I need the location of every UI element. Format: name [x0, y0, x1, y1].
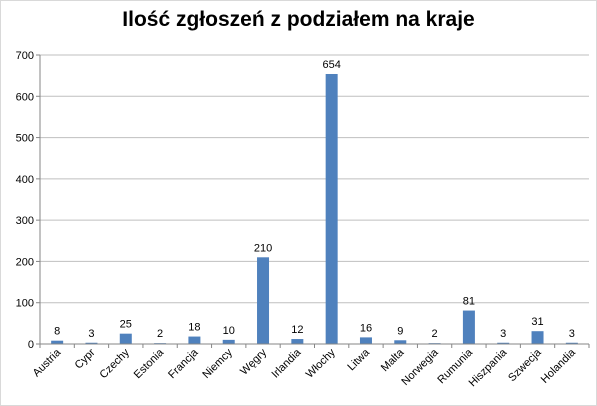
x-tick-label: Estonia — [132, 346, 167, 381]
y-tick-label: 100 — [16, 298, 34, 310]
bar-szwecja — [531, 331, 544, 344]
y-tick-label: 500 — [16, 133, 34, 145]
bar-cypr — [85, 342, 98, 344]
x-tick-label: Włochy — [304, 346, 338, 380]
data-label: 2 — [432, 328, 438, 340]
bar-holandia — [565, 342, 578, 344]
data-label: 25 — [120, 319, 132, 331]
x-tick-label: Norwegia — [399, 346, 441, 388]
data-label: 2 — [157, 328, 163, 340]
x-tick-label: Litwa — [345, 346, 372, 373]
bar-austria — [51, 340, 64, 344]
bar-francja — [188, 336, 201, 344]
bar-litwa — [359, 337, 372, 344]
x-tick-label: Węgry — [238, 346, 269, 377]
data-label: 18 — [188, 322, 200, 334]
data-label: 9 — [397, 325, 403, 337]
bar-rumunia — [462, 310, 475, 344]
x-tick-label: Cypr — [73, 346, 98, 371]
data-labels: 8 3 25 2 18 10 210 12 654 16 9 2 81 3 31 3 — [54, 59, 575, 340]
bar-niemcy — [222, 339, 235, 344]
x-tick-label: Holandia — [539, 346, 579, 386]
bar-irlandia — [291, 339, 304, 344]
y-tick-label: 600 — [16, 91, 34, 103]
bars — [51, 73, 578, 345]
data-label: 210 — [254, 242, 272, 254]
x-tick-label: Francja — [166, 346, 201, 381]
y-tick-label: 300 — [16, 215, 34, 227]
data-label: 654 — [322, 59, 340, 71]
bar-hiszpania — [497, 342, 510, 344]
x-tick-label: Czechy — [97, 346, 132, 381]
bar-malta — [394, 340, 407, 344]
data-label: 3 — [500, 328, 506, 340]
x-tick-label: Niemcy — [200, 346, 235, 381]
chart-title: Ilość zgłoszeń z podziałem na kraje — [122, 8, 475, 31]
y-tick-label: 0 — [28, 339, 34, 351]
axes — [36, 54, 590, 348]
y-tick-label: 700 — [16, 50, 34, 62]
bar-włochy — [325, 73, 338, 345]
x-axis-tick-labels: Austria Cypr Czechy Estonia Francja Niemcy Węg… — [31, 346, 579, 389]
data-label: 3 — [88, 328, 94, 340]
x-tick-label: Hiszpania — [467, 346, 510, 389]
x-tick-label: Malta — [379, 346, 407, 374]
data-label: 3 — [569, 328, 575, 340]
bar-czechy — [119, 333, 132, 344]
data-label: 31 — [531, 316, 543, 328]
y-tick-label: 400 — [16, 174, 34, 186]
data-label: 81 — [463, 296, 475, 308]
data-label: 12 — [291, 324, 303, 336]
y-axis-tick-labels: 0 100 200 300 400 500 600 700 — [16, 50, 34, 351]
x-tick-label: Austria — [31, 346, 64, 379]
y-tick-label: 200 — [16, 256, 34, 268]
data-label: 8 — [54, 326, 60, 338]
data-label: 16 — [360, 322, 372, 334]
data-label: 10 — [223, 325, 235, 337]
gridlines — [40, 54, 589, 304]
bar-węgry — [257, 257, 270, 344]
x-tick-label: Irlandia — [269, 346, 304, 381]
